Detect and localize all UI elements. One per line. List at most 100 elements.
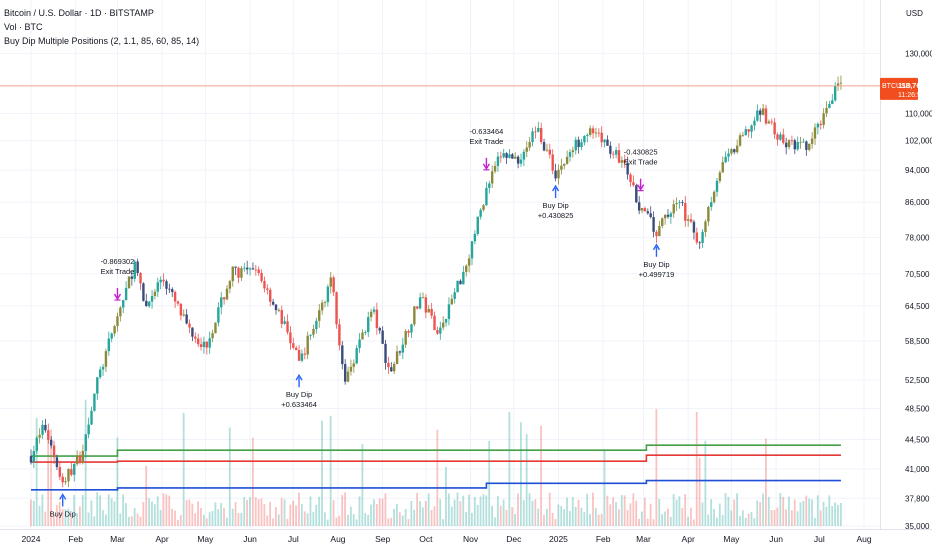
x-tick-label: 2024 (22, 534, 41, 544)
volume-bar (349, 506, 352, 526)
volume-bar (528, 493, 531, 526)
volume-bar (217, 509, 220, 526)
volume-bar (419, 501, 421, 526)
symbol-title[interactable]: Bitcoin / U.S. Dollar · 1D · BITSTAMP (4, 8, 154, 18)
volume-bar (825, 506, 828, 526)
candle-body (459, 280, 462, 285)
candle-body (661, 218, 664, 227)
candle-body (96, 377, 99, 394)
volume-bar (704, 440, 707, 526)
candle-body (326, 286, 330, 303)
candle-body (816, 123, 820, 128)
candle-body (139, 273, 142, 284)
volume-bar (257, 498, 260, 526)
volume-bar (612, 497, 615, 526)
volume-bar (822, 501, 825, 526)
volume-bar (545, 508, 548, 526)
candle-body (392, 363, 396, 372)
candle-body (663, 214, 667, 219)
y-tick-label: 52,500 (905, 376, 930, 385)
volume-bar (756, 500, 759, 526)
volume-bar (171, 508, 174, 526)
candle-body (413, 306, 416, 325)
x-tick-label: Aug (856, 534, 871, 544)
candle-body (52, 445, 56, 458)
volume-bar (566, 497, 568, 526)
volume-bar (384, 493, 387, 526)
candle-body (479, 209, 482, 217)
volume-bar (739, 516, 741, 526)
volume-bar (404, 509, 407, 526)
volume-bar (522, 500, 525, 526)
volume-bar (211, 510, 214, 526)
volume-bar (649, 503, 652, 526)
candle-body (485, 187, 488, 206)
volume-bar (445, 467, 447, 526)
buy-arrow-head (59, 493, 67, 500)
candle-body (332, 277, 335, 293)
candle-body (551, 154, 554, 171)
candle-body (839, 82, 843, 84)
candle-body (113, 326, 116, 334)
volume-bar (398, 512, 401, 526)
volume-bar (79, 506, 81, 526)
candle-body (756, 110, 759, 121)
price-tag-timer: 11:26:52 (898, 92, 925, 99)
candle-body (505, 153, 508, 158)
candle-body (764, 108, 768, 124)
candle-body (274, 304, 278, 311)
volume-bar (819, 510, 822, 526)
y-tick-label: 44,500 (905, 435, 930, 444)
volume-bar (828, 495, 831, 526)
volume-bar (30, 499, 32, 526)
candle-body (591, 128, 595, 134)
volume-bar (690, 507, 692, 526)
volume-bar (762, 493, 764, 526)
volume-bar (266, 515, 269, 526)
volume-bar (237, 513, 240, 526)
candle-body (104, 351, 108, 367)
candle-body (292, 343, 295, 348)
volume-bar (793, 499, 796, 526)
candle-body (254, 269, 258, 271)
candle-body (176, 301, 180, 304)
candle-body (136, 261, 139, 274)
y-tick-label: 35,000 (905, 522, 930, 531)
strategy-label[interactable]: Buy Dip Multiple Positions (2, 1.1, 85, … (4, 36, 200, 46)
volume-bar (410, 500, 413, 526)
candle-body (173, 292, 177, 302)
volume-bar (407, 519, 410, 526)
volume-bar (119, 513, 122, 526)
candle-body (182, 314, 185, 316)
candle-body (710, 202, 713, 208)
volume-indicator-label[interactable]: Vol · BTC (4, 22, 43, 32)
candle-body (245, 267, 249, 270)
volume-bar (306, 513, 309, 526)
volume-bar (200, 508, 202, 526)
candle-body (649, 213, 652, 218)
candle-body (738, 135, 742, 146)
candle-body (534, 131, 537, 133)
candle-body (637, 202, 641, 211)
volume-bar (494, 517, 496, 526)
candle-body (580, 142, 583, 147)
volume-bar (514, 514, 517, 526)
exit-signal-label: -0.430825 (624, 148, 658, 157)
volume-bar (782, 496, 785, 526)
candle-body (761, 108, 765, 115)
volume-bar (468, 494, 470, 526)
volume-bar (465, 511, 468, 526)
exit-arrow-head (113, 293, 122, 301)
candle-body (787, 140, 791, 148)
candle-body (73, 463, 76, 475)
candle-body (467, 258, 471, 266)
candle-body (130, 276, 134, 279)
candle-body (629, 174, 632, 183)
x-tick-label: Jun (243, 534, 257, 544)
volume-bar (698, 457, 701, 526)
candle-body (632, 182, 635, 186)
volume-bar (531, 500, 534, 526)
volume-bar (525, 434, 528, 526)
candle-body (453, 292, 456, 299)
